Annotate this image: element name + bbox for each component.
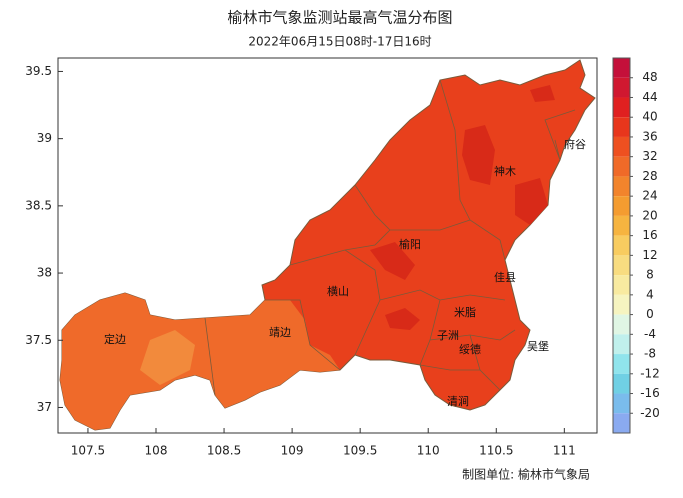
colorbar-segment <box>613 294 630 315</box>
y-tick-label: 38.5 <box>25 198 52 212</box>
colorbar-label: -16 <box>640 386 660 400</box>
colorbar-segment <box>613 58 630 78</box>
county-border <box>204 79 576 396</box>
colorbar-label: -4 <box>644 327 656 341</box>
colorbar-label: 16 <box>642 228 657 242</box>
colorbar-segment <box>613 77 630 98</box>
x-tick-label: 108.5 <box>207 444 241 458</box>
colorbar-segment <box>613 373 630 394</box>
colorbar-label: 40 <box>642 110 657 124</box>
place-label: 子洲 <box>437 329 459 342</box>
title: 榆林市气象监测站最高气温分布图 <box>227 9 452 27</box>
colorbar-segment <box>613 275 630 295</box>
colorbar-segment <box>613 156 630 177</box>
colorbar-label: 44 <box>642 90 657 104</box>
colorbar-label: 4 <box>646 287 654 301</box>
colorbar-label: 12 <box>642 248 657 262</box>
y-tick-label: 37 <box>37 400 52 414</box>
colorbar-segment <box>613 215 630 236</box>
subtitle: 2022年06月15日08时-17日16时 <box>248 35 431 49</box>
colorbar-label: 48 <box>642 70 657 84</box>
place-label: 米脂 <box>454 305 476 319</box>
y-tick-label: 37.5 <box>25 333 52 347</box>
colorbar-segment <box>613 255 630 276</box>
y-tick-label: 38 <box>37 266 52 280</box>
colorbar-label: 0 <box>646 307 654 321</box>
hot-patch <box>385 308 420 330</box>
colorbar-label: 28 <box>642 169 657 183</box>
x-tick-label: 109 <box>281 444 304 458</box>
colorbar-label: -12 <box>640 366 660 380</box>
region <box>59 59 596 431</box>
place-label: 榆阳 <box>399 237 421 251</box>
colorbar-segment <box>613 176 630 197</box>
place-label: 清涧 <box>447 395 469 408</box>
colorbar-label: 20 <box>642 208 657 222</box>
place-label: 定边 <box>104 332 126 346</box>
place-label: 靖边 <box>269 326 291 339</box>
colorbar-segment <box>613 413 630 433</box>
place-label: 神木 <box>494 164 516 178</box>
colorbar-segment <box>613 314 630 335</box>
x-tick-label: 111 <box>553 444 576 458</box>
hot-patch <box>462 125 495 185</box>
x-tick-label: 107.5 <box>71 444 105 458</box>
hot-patch <box>515 178 548 225</box>
hot-patch <box>530 85 555 102</box>
colorbar-label: 8 <box>646 268 654 282</box>
x-tick-label: 109.5 <box>343 444 377 458</box>
hot-patch <box>370 242 415 280</box>
colorbar-label: 32 <box>642 149 657 163</box>
colorbar-segment <box>613 354 630 374</box>
x-tick-label: 110.5 <box>479 444 513 458</box>
x-tick-label: 108 <box>145 444 168 458</box>
colorbar-label: 36 <box>642 129 657 143</box>
colorbar-segment <box>613 97 630 118</box>
colorbar-label: 24 <box>642 189 657 203</box>
colorbar-segment <box>613 235 630 256</box>
y-tick-label: 39 <box>37 131 52 145</box>
colorbar-label: -8 <box>644 347 656 361</box>
colorbar-segment <box>613 196 630 216</box>
axes: 107.5 108 108.5 109 109.5 110 110.5 111 37 37.5 38… <box>25 64 576 458</box>
cool-patch <box>140 330 195 385</box>
y-tick-label: 39.5 <box>25 64 52 78</box>
colorbar-segment <box>613 117 630 137</box>
colorbar-label: -20 <box>640 406 660 420</box>
credit: 制图单位: 榆林市气象局 <box>462 467 590 482</box>
place-label: 佳县 <box>494 270 516 284</box>
cooler-zone <box>60 293 340 430</box>
place-label: 府谷 <box>564 137 586 151</box>
place-label: 横山 <box>327 284 349 298</box>
x-tick-label: 110 <box>417 444 440 458</box>
place-label: 吴堡 <box>527 339 549 353</box>
colorbar-frame <box>612 57 631 434</box>
colorbar-segment <box>613 334 630 355</box>
colorbar-segment <box>613 136 630 157</box>
place-label: 绥德 <box>459 342 481 356</box>
colorbar-segment <box>613 393 630 414</box>
place-labels: 府谷 神木 榆阳 佳县 横山 米脂 定边 靖边 子洲 绥德 吴堡 清涧 <box>104 137 586 408</box>
